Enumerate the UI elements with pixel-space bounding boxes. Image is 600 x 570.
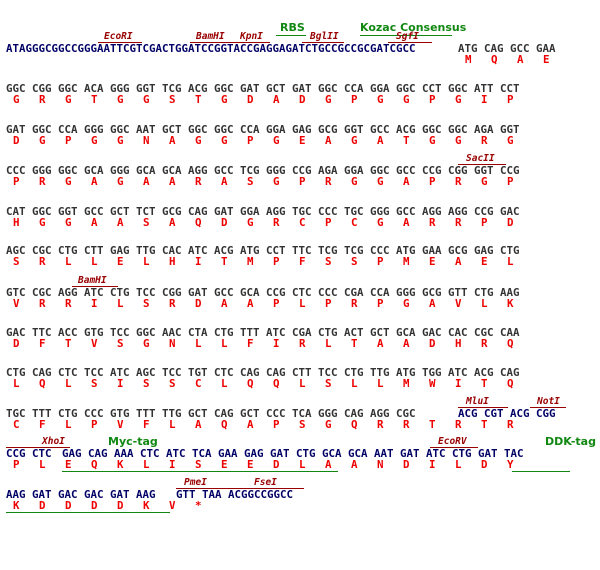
dna-line: TGC TTT CTG CCC GTG TTT TTG GCT CAG GCT … (6, 407, 416, 420)
site-label-ecorv: EcoRV (438, 436, 467, 447)
dna-line: CCG CTC (6, 447, 52, 460)
ddk-tag-underline-2 (6, 512, 170, 513)
dna-line: GTT TAA ACGGCCGGCC (176, 488, 294, 501)
tag-label-ddk: DDK-tag (545, 435, 596, 448)
aa-line: C F L P V F L A Q A P S G Q R R T R T R (13, 418, 514, 431)
kozac-underline (360, 35, 452, 36)
aa-line: G R G T G G S T G D A D G P G G P G I P (13, 93, 514, 106)
aa-line: M Q A E (465, 53, 550, 66)
kpni-underline (236, 42, 270, 43)
aa-line: P L E Q K L I S E E D L A A N D I L D Y (13, 458, 514, 471)
dna-line: CCC GGG GGC GCA GGG GCA GCA AGG GCC TCG … (6, 164, 520, 177)
dna-line: CTG CAG CTC TCC ATC AGC TCC TGT CTC CAG … (6, 366, 520, 379)
aa-line: K D D D D K V * (13, 499, 202, 512)
bamhi-2-underline (72, 286, 118, 287)
dna-line: CAT GGC GGT GCC GCT TCT GCG CAG GAT GGA … (6, 205, 520, 218)
tag-label-myc: Myc-tag (108, 435, 158, 448)
aa-line: S R L L E L H I T M P F S S P M E A E L (13, 255, 514, 268)
dna-line: ATAGGGCGGCCGGGAATTCGTCGACTGGATCCGGTACCGA… (6, 42, 416, 55)
aa-line: D G P G G N A G G P G E A G A T G G R G (13, 134, 514, 147)
xhoi-underline (6, 447, 70, 448)
aa-line: V R R I L S R D A A P L P R P G A V L K (13, 297, 514, 310)
site-label-bglii: BglII (310, 31, 339, 42)
dna-line: AAG GAT GAC GAC GAT AAG (6, 488, 156, 501)
sacii-underline (458, 164, 506, 165)
dna-line: GAC TTC ACC GTG TCC GGC AAC CTA CTG TTT … (6, 326, 520, 339)
site-label-mlui: MluI (466, 396, 489, 407)
tag-label-kozac: Kozac Consensus (360, 21, 467, 34)
sgfi-underline (388, 42, 432, 43)
site-label-noti: NotI (537, 396, 560, 407)
site-label-ecori: EcoRI (104, 31, 133, 42)
site-label-bamhi-2: BamHI (78, 275, 107, 286)
site-label-xhoi: XhoI (42, 436, 65, 447)
site-label-pmei: PmeI (184, 477, 207, 488)
dna-line: AGC CGC CTG CTT GAG TTG CAC ATC ACG ATG … (6, 244, 520, 257)
site-label-sacii: SacII (466, 153, 495, 164)
dna-line: GTC CGC AGG ATC CTG TCC CGG GAT GCC GCA … (6, 286, 520, 299)
fsei-underline (250, 488, 304, 489)
tag-label-rbs: RBS (280, 21, 305, 34)
site-label-bamhi: BamHI (196, 31, 225, 42)
ecorv-underline (430, 447, 478, 448)
bamhi-underline (190, 42, 236, 43)
noti-underline (530, 407, 566, 408)
aa-line: D F T V S G N L L F I R L T A A D H R Q (13, 337, 514, 350)
dna-line: ATG CAG GCC GAA (458, 42, 556, 55)
aa-line: L Q L S I S S C L Q Q L S L L M W I T Q (13, 377, 514, 390)
pmei-underline (176, 488, 250, 489)
mlui-underline (458, 407, 508, 408)
aa-line: P R G A G A A R A S G P R G G A P R G P (13, 175, 514, 188)
rbs-underline (276, 35, 306, 36)
bglii-underline (302, 42, 344, 43)
aa-line: H G G A A S A Q D G R C P C G A R R P D (13, 216, 514, 229)
dna-line: GGC CGG GGC ACA GGG GGT TCG ACG GGC GAT … (6, 82, 520, 95)
dna-line: ACG CGT ACG CGG (458, 407, 556, 420)
dna-line: GAT GGC CCA GGG GGC AAT GCT GGC GGC CCA … (6, 123, 520, 136)
site-label-sgfi: SgfI (396, 31, 419, 42)
ddk-tag-underline (512, 471, 570, 472)
myc-tag-underline (62, 471, 338, 472)
dna-line: GAG CAG AAA CTC ATC TCA GAA GAG GAT CTG … (62, 447, 524, 460)
site-label-fsei: FseI (254, 477, 277, 488)
ecori-underline (98, 42, 142, 43)
site-label-kpni: KpnI (240, 31, 263, 42)
